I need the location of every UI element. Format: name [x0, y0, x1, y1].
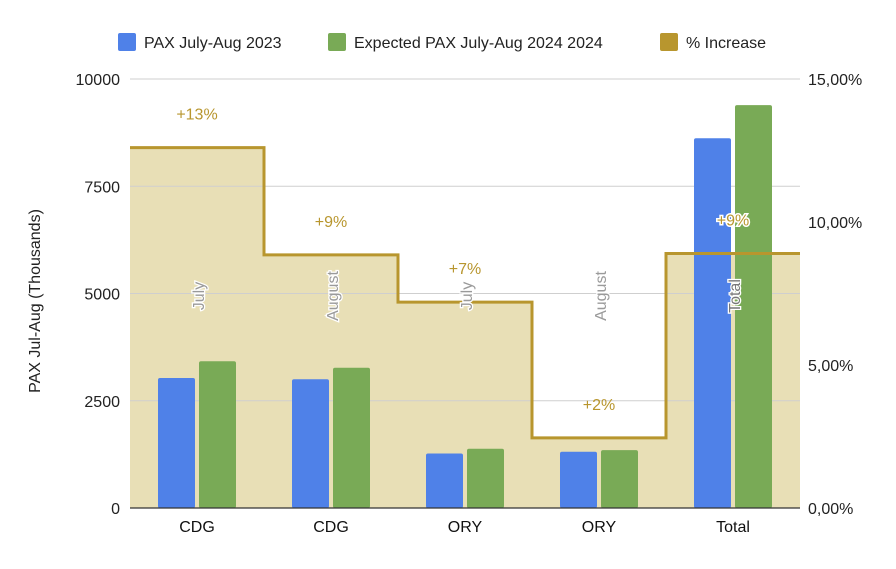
legend-swatch: [328, 33, 346, 51]
y-tick-label: 0: [111, 501, 120, 518]
bar-2023: [158, 378, 195, 508]
x-tick-label: Total: [716, 519, 750, 536]
y2-tick-label: 10,00%: [808, 215, 862, 232]
y-axis-title: PAX Jul-Aug (Thousands): [27, 209, 44, 393]
percent-label: +2%: [583, 397, 615, 414]
percent-label: +9%: [717, 212, 749, 229]
y2-tick-label: 5,00%: [808, 358, 853, 375]
month-label: August: [593, 271, 610, 321]
y-tick-label: 7500: [84, 179, 120, 196]
legend-swatch: [118, 33, 136, 51]
percent-increase-line: [130, 146, 800, 440]
month-label: July: [191, 282, 208, 310]
x-tick-label: ORY: [448, 519, 483, 536]
y-tick-label: 10000: [76, 72, 121, 89]
legend-label: Expected PAX July-Aug 2024 2024: [354, 35, 603, 52]
legend-swatch: [660, 33, 678, 51]
x-tick-label: CDG: [179, 519, 215, 536]
bar-2023: [426, 453, 463, 508]
bar-2024: [467, 448, 504, 508]
y2-tick-label: 0,00%: [808, 501, 853, 518]
month-label: July: [459, 282, 476, 310]
y-tick-label: 5000: [84, 287, 120, 304]
legend: PAX July-Aug 2023 Expected PAX July-Aug 2…: [118, 33, 766, 52]
axes-layer: 0 2500 5000 7500 10000 0,00% 5,00% 10,00% 15,00%…: [27, 72, 862, 536]
legend-label: % Increase: [686, 35, 766, 52]
legend-label: PAX July-Aug 2023: [144, 35, 282, 52]
month-label: Total: [727, 279, 744, 313]
bar-2023: [560, 451, 597, 508]
bar-2024: [601, 450, 638, 508]
bars-layer: [158, 105, 772, 508]
y-tick-label: 2500: [84, 394, 120, 411]
y2-tick-label: 15,00%: [808, 72, 862, 89]
bar-2023: [292, 379, 329, 508]
bar-2024: [735, 105, 772, 508]
bar-2024: [199, 361, 236, 508]
percent-label: +7%: [449, 261, 481, 278]
month-label: August: [325, 271, 342, 321]
percent-label: +9%: [315, 214, 347, 231]
labels-layer: +13% +9% +7% +2% +9% July August July August Tota…: [176, 107, 750, 414]
bar-2023: [694, 138, 731, 508]
x-tick-label: CDG: [313, 519, 349, 536]
x-tick-label: ORY: [582, 519, 617, 536]
percent-increase-line-layer: [130, 146, 800, 440]
percent-label: +13%: [176, 107, 217, 124]
bar-2024: [333, 367, 370, 508]
